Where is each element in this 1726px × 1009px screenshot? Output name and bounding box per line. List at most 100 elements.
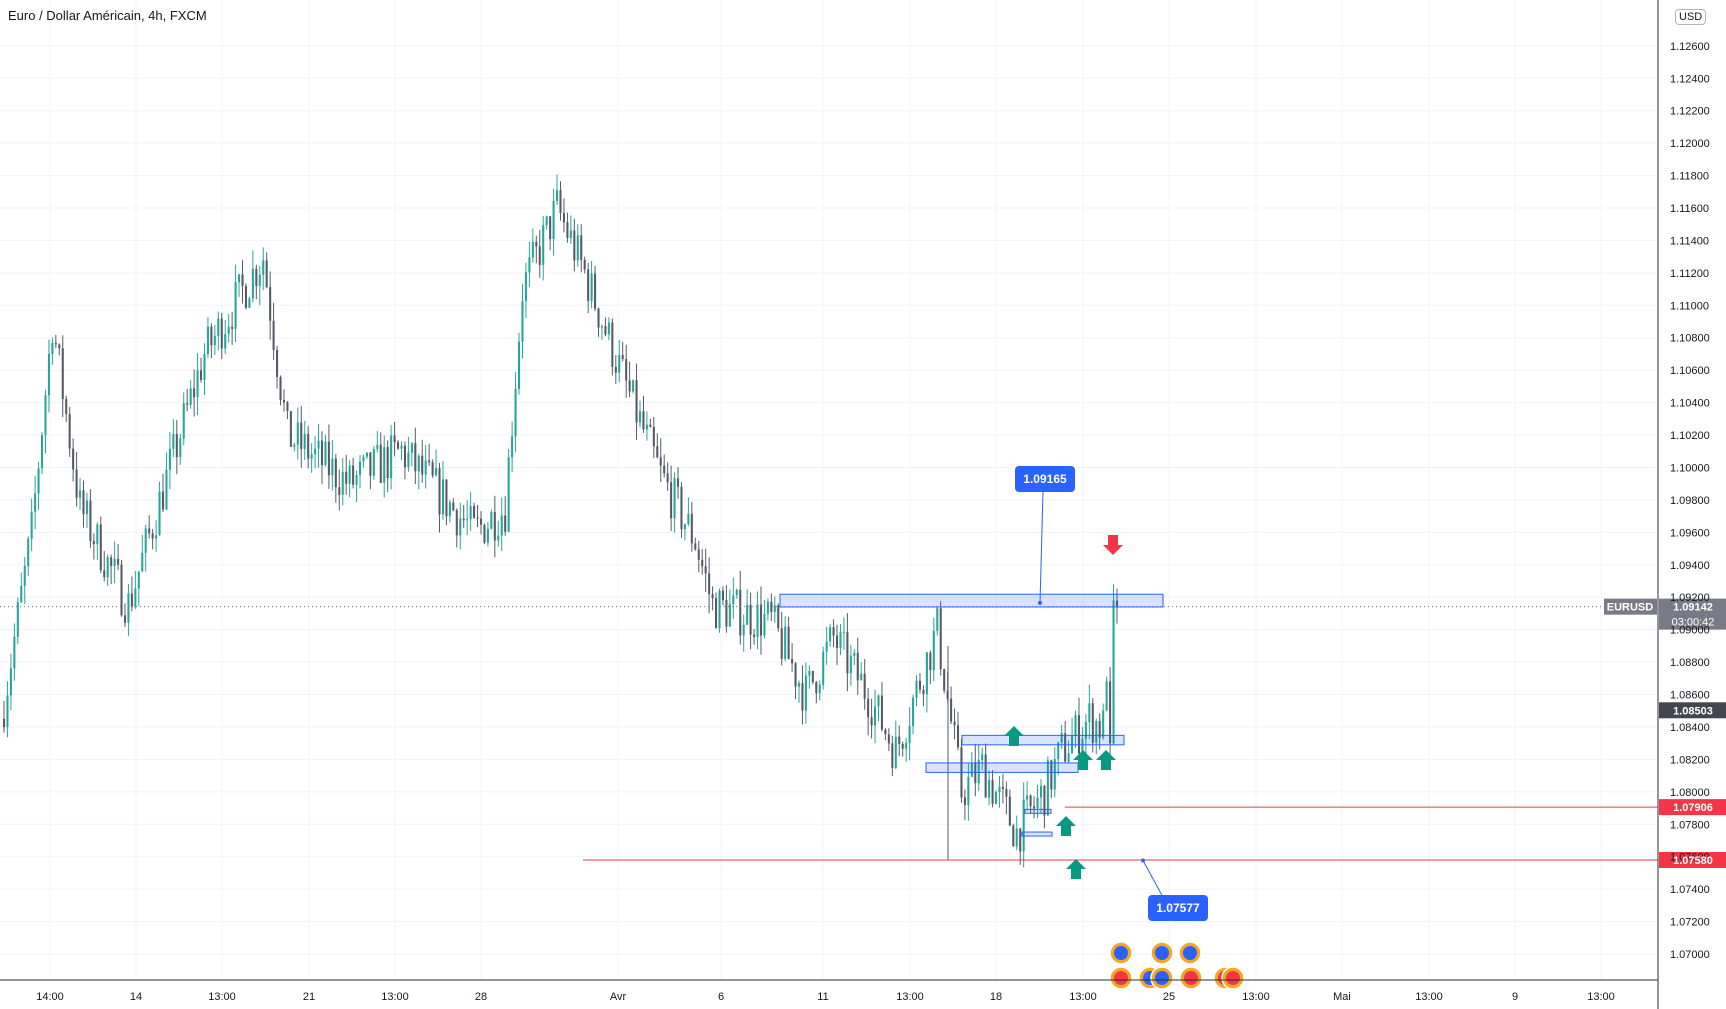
candle: [23, 565, 26, 587]
resistance-zone: [779, 593, 1164, 608]
price-tick-label: 1.08600: [1670, 690, 1710, 702]
candle: [1015, 828, 1018, 847]
candle: [352, 465, 355, 485]
candle: [358, 461, 362, 476]
candle: [85, 500, 88, 515]
candle: [759, 604, 763, 636]
chart-title: Euro / Dollar Américain, 4h, FXCM: [8, 8, 207, 23]
price-tick-label: 1.10400: [1670, 398, 1710, 410]
candle: [708, 573, 711, 595]
candle: [68, 414, 71, 449]
candle: [659, 457, 662, 466]
candle: [645, 424, 648, 430]
candle: [981, 754, 984, 761]
candle: [1050, 760, 1053, 790]
currency-button[interactable]: USD: [1675, 9, 1707, 25]
candle: [483, 524, 486, 543]
candle: [728, 604, 731, 627]
candle: [386, 446, 389, 479]
candle: [894, 736, 897, 768]
candle: [1033, 806, 1036, 809]
time-tick-label: 14:00: [36, 991, 64, 1003]
price-tick-label: 1.11200: [1670, 268, 1709, 280]
candle: [155, 535, 158, 539]
candle: [189, 388, 192, 405]
time-tick-label: 13:00: [1069, 991, 1097, 1003]
price-tick-label: 1.09400: [1670, 560, 1710, 572]
candle: [1060, 733, 1063, 743]
time-tick-label: 13:00: [208, 991, 236, 1003]
time-tick-label: Mai: [1333, 991, 1351, 1003]
price-tick-label: 1.10800: [1670, 333, 1710, 345]
candle: [241, 274, 244, 287]
candle: [296, 422, 299, 445]
candle: [331, 458, 334, 476]
candle: [835, 635, 839, 649]
candle: [130, 593, 133, 607]
up-arrow-icon: [1096, 750, 1116, 770]
price-tick-label: 1.10000: [1670, 462, 1710, 474]
candle: [193, 388, 196, 398]
price-tick-label: 1.11800: [1670, 171, 1709, 183]
candle: [818, 684, 821, 694]
candle: [1081, 738, 1084, 754]
candle: [476, 517, 479, 519]
candle: [621, 355, 624, 360]
candle: [448, 502, 451, 517]
candle: [58, 344, 61, 349]
last-price-badge: [1659, 598, 1726, 630]
support-zone: [1021, 831, 1053, 837]
candle: [172, 434, 175, 449]
price-tick-label: 1.10200: [1670, 430, 1710, 442]
time-tick-label: 13:00: [896, 991, 924, 1003]
candle: [815, 682, 818, 694]
candle: [165, 469, 168, 510]
price-tick-label: 1.12000: [1670, 138, 1710, 150]
candle: [1005, 789, 1008, 797]
time-tick-label: 14: [130, 991, 142, 1003]
candle: [272, 320, 275, 351]
candle: [974, 762, 977, 784]
candle: [846, 631, 849, 674]
candle: [307, 433, 310, 459]
price-tick-label: 1.09800: [1670, 495, 1710, 507]
candle: [54, 343, 57, 345]
candle: [735, 589, 738, 596]
candle: [628, 380, 631, 392]
time-tick-label: 21: [303, 991, 315, 1003]
candle: [753, 634, 756, 637]
candles: [2, 174, 1119, 868]
eu-flag-icon: [1155, 946, 1169, 960]
grid: [0, 0, 1658, 980]
candle: [618, 355, 621, 373]
candle: [683, 524, 686, 530]
price-level-badge: [1659, 702, 1726, 719]
candle: [345, 471, 348, 484]
down-arrow-icon: [1103, 535, 1123, 555]
candle: [694, 543, 697, 550]
candle: [258, 274, 261, 286]
candle: [151, 533, 154, 539]
candle: [161, 491, 165, 510]
candle: [984, 754, 987, 798]
candle: [721, 590, 724, 601]
eu-flag-icon: [1183, 946, 1197, 960]
time-tick-label: 11: [817, 991, 828, 1003]
candle: [490, 512, 493, 529]
candle: [40, 435, 44, 469]
candle: [1105, 681, 1108, 711]
candle: [34, 493, 37, 512]
candle: [521, 301, 524, 342]
candle: [390, 435, 393, 479]
candle: [37, 468, 40, 494]
candle: [206, 326, 209, 355]
candle: [697, 549, 700, 560]
candle: [1046, 760, 1049, 816]
candle: [607, 322, 610, 335]
candle: [638, 411, 642, 423]
candle: [393, 435, 396, 443]
candle: [417, 455, 420, 472]
candle: [238, 274, 241, 283]
candle: [479, 518, 483, 525]
